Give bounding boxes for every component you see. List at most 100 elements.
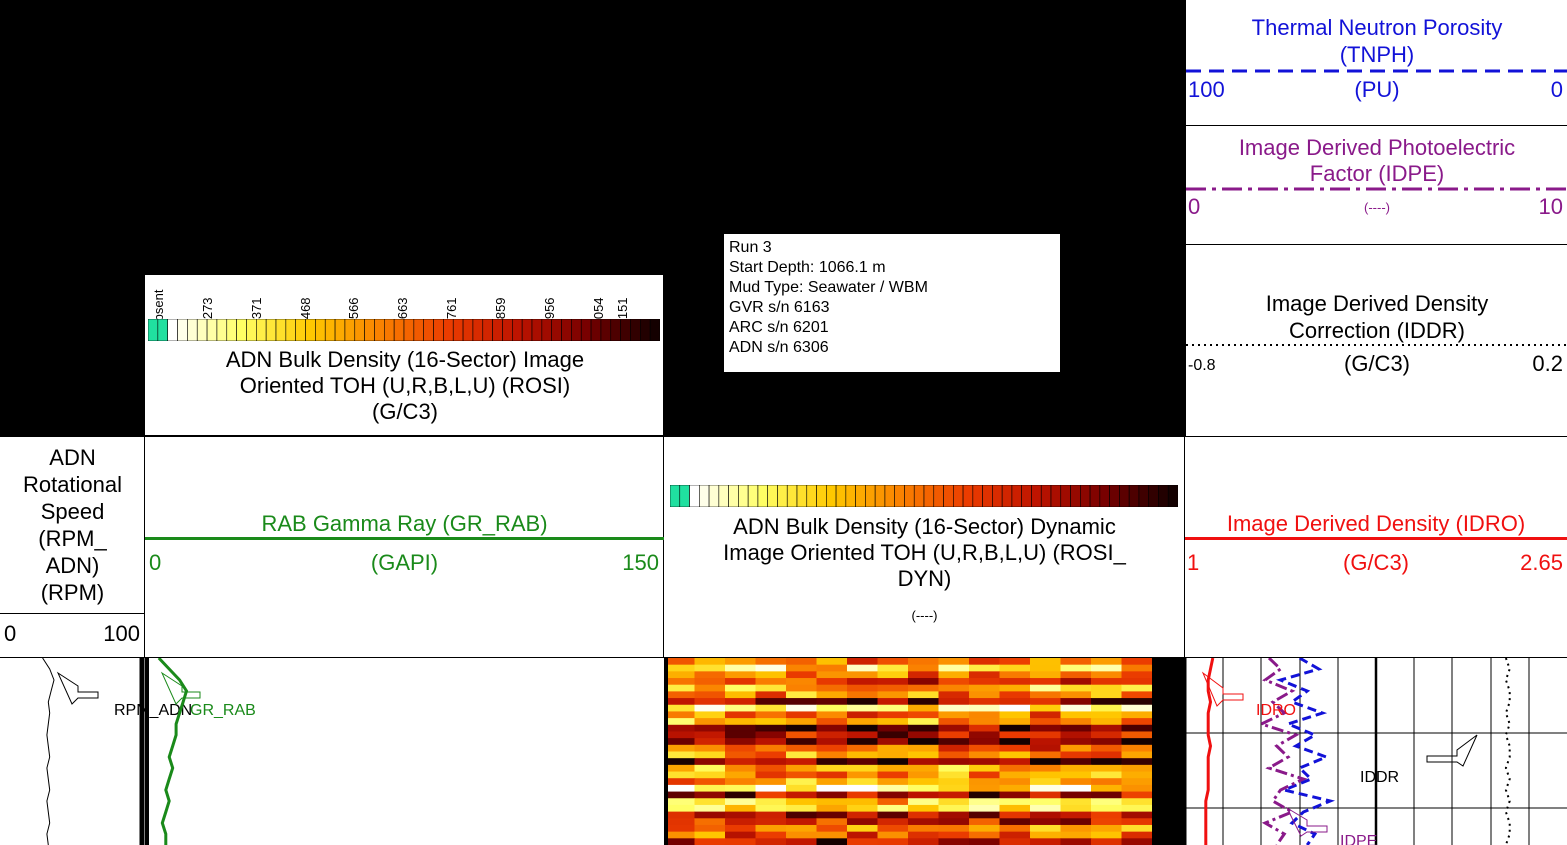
image-cell (847, 664, 879, 672)
color-scale-cell (747, 485, 759, 507)
idpe-unit: (----) (1364, 200, 1390, 215)
image-cell (969, 731, 1001, 739)
image-cell (1121, 718, 1153, 726)
image-cell (1030, 824, 1062, 833)
image-cell (1030, 771, 1062, 779)
image-cell (1060, 684, 1092, 692)
image-cell (755, 704, 787, 713)
image-cell (999, 738, 1031, 746)
image-cell (786, 678, 818, 686)
image-cell (877, 784, 909, 793)
image-cell (969, 664, 1001, 672)
image-cell (725, 678, 757, 686)
image-cell (847, 711, 879, 719)
image-cell (694, 744, 726, 753)
image-cell (1091, 838, 1123, 845)
tnph-max: 0 (1550, 77, 1563, 102)
image-cell (1091, 731, 1123, 739)
rpm-title-line: ADN) (45, 553, 100, 578)
color-scale-cell (1148, 485, 1159, 507)
rosi-dyn-title-line3: DYN) (897, 566, 952, 591)
tnph-curve (1275, 658, 1336, 845)
image-cell (1091, 778, 1123, 786)
image-cell (877, 738, 909, 746)
image-cell (694, 838, 726, 845)
image-cell (1091, 711, 1123, 719)
image-cell (1091, 684, 1123, 692)
image-cell (847, 658, 879, 666)
image-cell (908, 678, 940, 686)
image-cell (786, 751, 818, 759)
image-cell (847, 738, 879, 746)
image-cell (1121, 758, 1153, 766)
color-scale-cell (992, 485, 1003, 507)
image-cell (969, 684, 1001, 692)
image-cell (847, 798, 879, 806)
image-cell (1121, 818, 1153, 826)
color-scale-cell (767, 485, 778, 507)
image-cell (877, 778, 909, 786)
color-scale-cell (413, 319, 424, 341)
image-cell (999, 678, 1031, 686)
image-cell (1060, 804, 1092, 813)
image-cell (725, 684, 757, 692)
image-cell (999, 804, 1031, 813)
image-cell (908, 824, 940, 833)
iddr-title-line2: Correction (IDDR) (1288, 318, 1466, 343)
image-cell (877, 691, 909, 699)
idpe-pointer-arrow (1285, 806, 1328, 837)
image-cell (694, 684, 726, 692)
image-cell (694, 764, 726, 773)
image-cell (1030, 711, 1062, 719)
image-cell (816, 671, 848, 679)
image-cell (1091, 751, 1123, 759)
image-cell (877, 798, 909, 806)
image-cell (1030, 831, 1062, 839)
track-header-row: ADN Rotational Speed (RPM_ ADN) (RPM) 0 … (0, 436, 1567, 658)
image-cell (1121, 711, 1153, 719)
image-cell (694, 698, 726, 706)
image-cell (725, 731, 757, 739)
image-cell (908, 751, 940, 759)
image-cell (938, 804, 970, 813)
image-cell (755, 811, 787, 819)
image-cell (908, 704, 940, 713)
image-cell (1030, 738, 1062, 746)
image-cell (1121, 678, 1153, 686)
image-cell (755, 798, 787, 806)
image-cell (908, 738, 940, 746)
image-cell (877, 758, 909, 766)
color-scale-cell (561, 319, 572, 341)
image-cell (999, 691, 1031, 699)
image-cell (1091, 698, 1123, 706)
idro-unit: (G/C3) (1343, 550, 1409, 575)
info-line: ADN s/n 6306 (729, 339, 829, 356)
gr-curve-label: GR_RAB (190, 702, 256, 719)
image-cell (1060, 838, 1092, 845)
image-cell (725, 811, 757, 819)
color-scale-cell (865, 485, 876, 507)
color-scale-cell (855, 485, 866, 507)
gr-pointer-arrow (160, 671, 201, 705)
image-cell (664, 724, 696, 733)
image-cell (877, 698, 909, 706)
image-cell (847, 744, 879, 753)
image-cell (999, 758, 1031, 766)
image-cell (1060, 784, 1092, 793)
rpm-max: 100 (103, 621, 140, 646)
image-cell (847, 751, 879, 759)
color-scale-cell (826, 485, 837, 507)
color-scale-cell (620, 319, 631, 341)
image-cell (694, 678, 726, 686)
image-cell (938, 778, 970, 786)
color-scale-cell (1080, 485, 1091, 507)
color-scale-cell (923, 485, 935, 507)
image-cell (1091, 704, 1123, 713)
rosi-dyn-header: ADN Bulk Density (16-Sector) Dynamic Ima… (664, 437, 1185, 657)
image-cell (755, 751, 787, 759)
image-cell (969, 771, 1001, 779)
image-cell (725, 798, 757, 806)
image-cell (694, 671, 726, 679)
image-cell (999, 671, 1031, 679)
color-scale-cell (610, 319, 621, 341)
